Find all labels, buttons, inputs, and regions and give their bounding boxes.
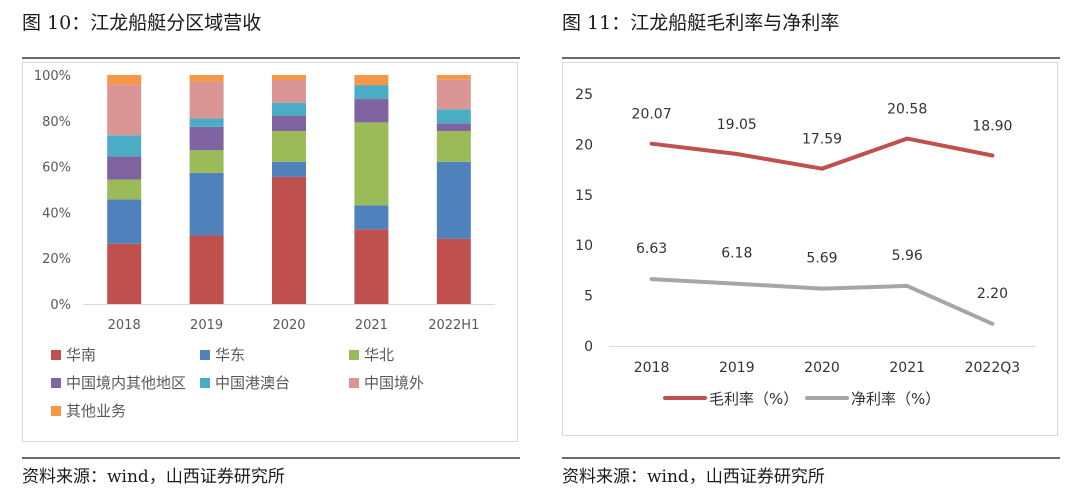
bar-segment xyxy=(436,109,471,124)
y-tick-label: 25 xyxy=(575,87,593,103)
figure-10-title: 图 10：江龙船艇分区域营收 xyxy=(22,12,262,34)
y-tick-label: 20% xyxy=(42,252,71,267)
line-chart-box: 0 5 10 15 20 25 2018 2019 2020 2021 2022Q3 20.07 19.… xyxy=(562,62,1058,436)
stacked-bar-chart-box: 0% 20% 40% 60% 80% 100% 2018 2019 2020 2021 2022H1… xyxy=(22,62,518,442)
bar-segment xyxy=(272,161,306,177)
series-line xyxy=(649,277,995,326)
bar-segment xyxy=(354,75,389,86)
bar-segment xyxy=(189,81,224,119)
bar-segment xyxy=(107,156,142,180)
source-divider xyxy=(22,457,520,459)
bar-segment xyxy=(107,243,142,304)
series-line xyxy=(649,136,995,171)
title-divider xyxy=(562,57,1060,59)
y-tick-label: 5 xyxy=(584,289,593,305)
figure-10-panel: 图 10：江龙船艇分区域营收 0% 20% 40% 60% 80% 100% 2018 201… xyxy=(22,0,520,500)
data-label: 20.58 xyxy=(887,102,927,118)
legend-label: 华东 xyxy=(215,346,245,364)
data-label: 6.18 xyxy=(721,246,752,262)
figure-11-title: 图 11：江龙船艇毛利率与净利率 xyxy=(562,12,840,34)
bar-segment xyxy=(354,205,389,230)
data-label: 5.96 xyxy=(892,248,923,264)
x-tick-label: 2020 xyxy=(804,360,840,376)
data-label: 20.07 xyxy=(632,107,672,123)
legend-swatch xyxy=(349,378,359,388)
legend-label: 其他业务 xyxy=(66,402,126,420)
stacked-bar-chart: 0% 20% 40% 60% 80% 100% 2018 2019 2020 2021 2022H1… xyxy=(34,69,495,420)
bar-segment xyxy=(107,135,142,157)
x-tick-label: 2021 xyxy=(889,360,925,376)
data-label: 17.59 xyxy=(802,132,842,148)
source-divider xyxy=(562,457,1060,459)
y-tick-label: 100% xyxy=(34,69,71,84)
bar-segment xyxy=(436,131,471,162)
bar-segment xyxy=(436,123,471,132)
bar-segment xyxy=(107,84,142,136)
figure-11-panel: 图 11：江龙船艇毛利率与净利率 0 5 10 15 20 25 2018 2019 2020 2… xyxy=(562,0,1060,500)
bar-segment xyxy=(272,80,306,103)
bar-segment xyxy=(189,118,224,127)
bar-segment xyxy=(354,122,389,206)
data-label: 19.05 xyxy=(717,117,757,133)
bar-segment xyxy=(436,161,471,239)
bar-segment xyxy=(272,115,306,132)
bar-segment xyxy=(436,75,471,80)
x-tick-label: 2022H1 xyxy=(428,318,479,333)
legend-label: 华北 xyxy=(364,346,394,364)
x-tick-label: 2018 xyxy=(108,318,141,333)
legend-label: 中国港澳台 xyxy=(215,374,290,392)
legend-label: 华南 xyxy=(66,346,96,364)
bar-segment xyxy=(272,102,306,116)
y-tick-label: 0% xyxy=(50,298,71,313)
bar-segment xyxy=(107,179,142,200)
bar-segment xyxy=(189,235,224,304)
bar-segment xyxy=(189,150,224,173)
bar-segment xyxy=(354,85,389,100)
bar-segment xyxy=(272,75,306,81)
bar-segment xyxy=(272,131,306,162)
source-note: 资料来源：wind，山西证券研究所 xyxy=(562,467,825,487)
data-label: 2.20 xyxy=(977,286,1008,302)
data-label: 6.63 xyxy=(636,241,667,257)
y-tick-label: 0 xyxy=(584,339,593,355)
bar-segment xyxy=(107,75,142,85)
bar-segment xyxy=(189,172,224,236)
source-note: 资料来源：wind，山西证券研究所 xyxy=(22,467,285,487)
legend-label: 净利率（%） xyxy=(851,390,940,408)
legend-swatch xyxy=(51,378,61,388)
bar-segment xyxy=(107,199,142,244)
x-tick-label: 2022Q3 xyxy=(965,360,1021,376)
legend-label: 毛利率（%） xyxy=(709,390,798,408)
bar-segment xyxy=(189,75,224,82)
legend-swatch xyxy=(200,378,210,388)
bar-segment xyxy=(189,126,224,151)
x-tick-label: 2021 xyxy=(355,318,388,333)
y-tick-label: 60% xyxy=(42,161,71,176)
title-divider xyxy=(22,57,520,59)
y-tick-label: 10 xyxy=(575,238,593,254)
legend-swatch xyxy=(51,406,61,416)
y-tick-label: 80% xyxy=(42,115,71,130)
legend-swatch xyxy=(51,350,61,360)
bar-segment xyxy=(354,229,389,304)
y-tick-label: 40% xyxy=(42,206,71,221)
margin-line-chart: 0 5 10 15 20 25 2018 2019 2020 2021 2022Q3 20.07 19.… xyxy=(575,87,1035,408)
legend-label: 中国境内其他地区 xyxy=(66,374,186,392)
y-tick-label: 20 xyxy=(575,137,593,153)
legend-swatch xyxy=(200,350,210,360)
bar-segment xyxy=(272,176,306,304)
legend-swatch xyxy=(349,350,359,360)
y-tick-label: 15 xyxy=(575,188,593,204)
bar-segment xyxy=(436,238,471,304)
data-label: 5.69 xyxy=(806,251,837,267)
bar-segment xyxy=(354,99,389,123)
x-tick-label: 2019 xyxy=(190,318,223,333)
legend-label: 中国境外 xyxy=(364,374,424,392)
x-tick-label: 2018 xyxy=(634,360,670,376)
data-label: 18.90 xyxy=(972,118,1012,134)
x-tick-label: 2019 xyxy=(719,360,755,376)
x-tick-label: 2020 xyxy=(272,318,305,333)
bar-segment xyxy=(436,79,471,110)
